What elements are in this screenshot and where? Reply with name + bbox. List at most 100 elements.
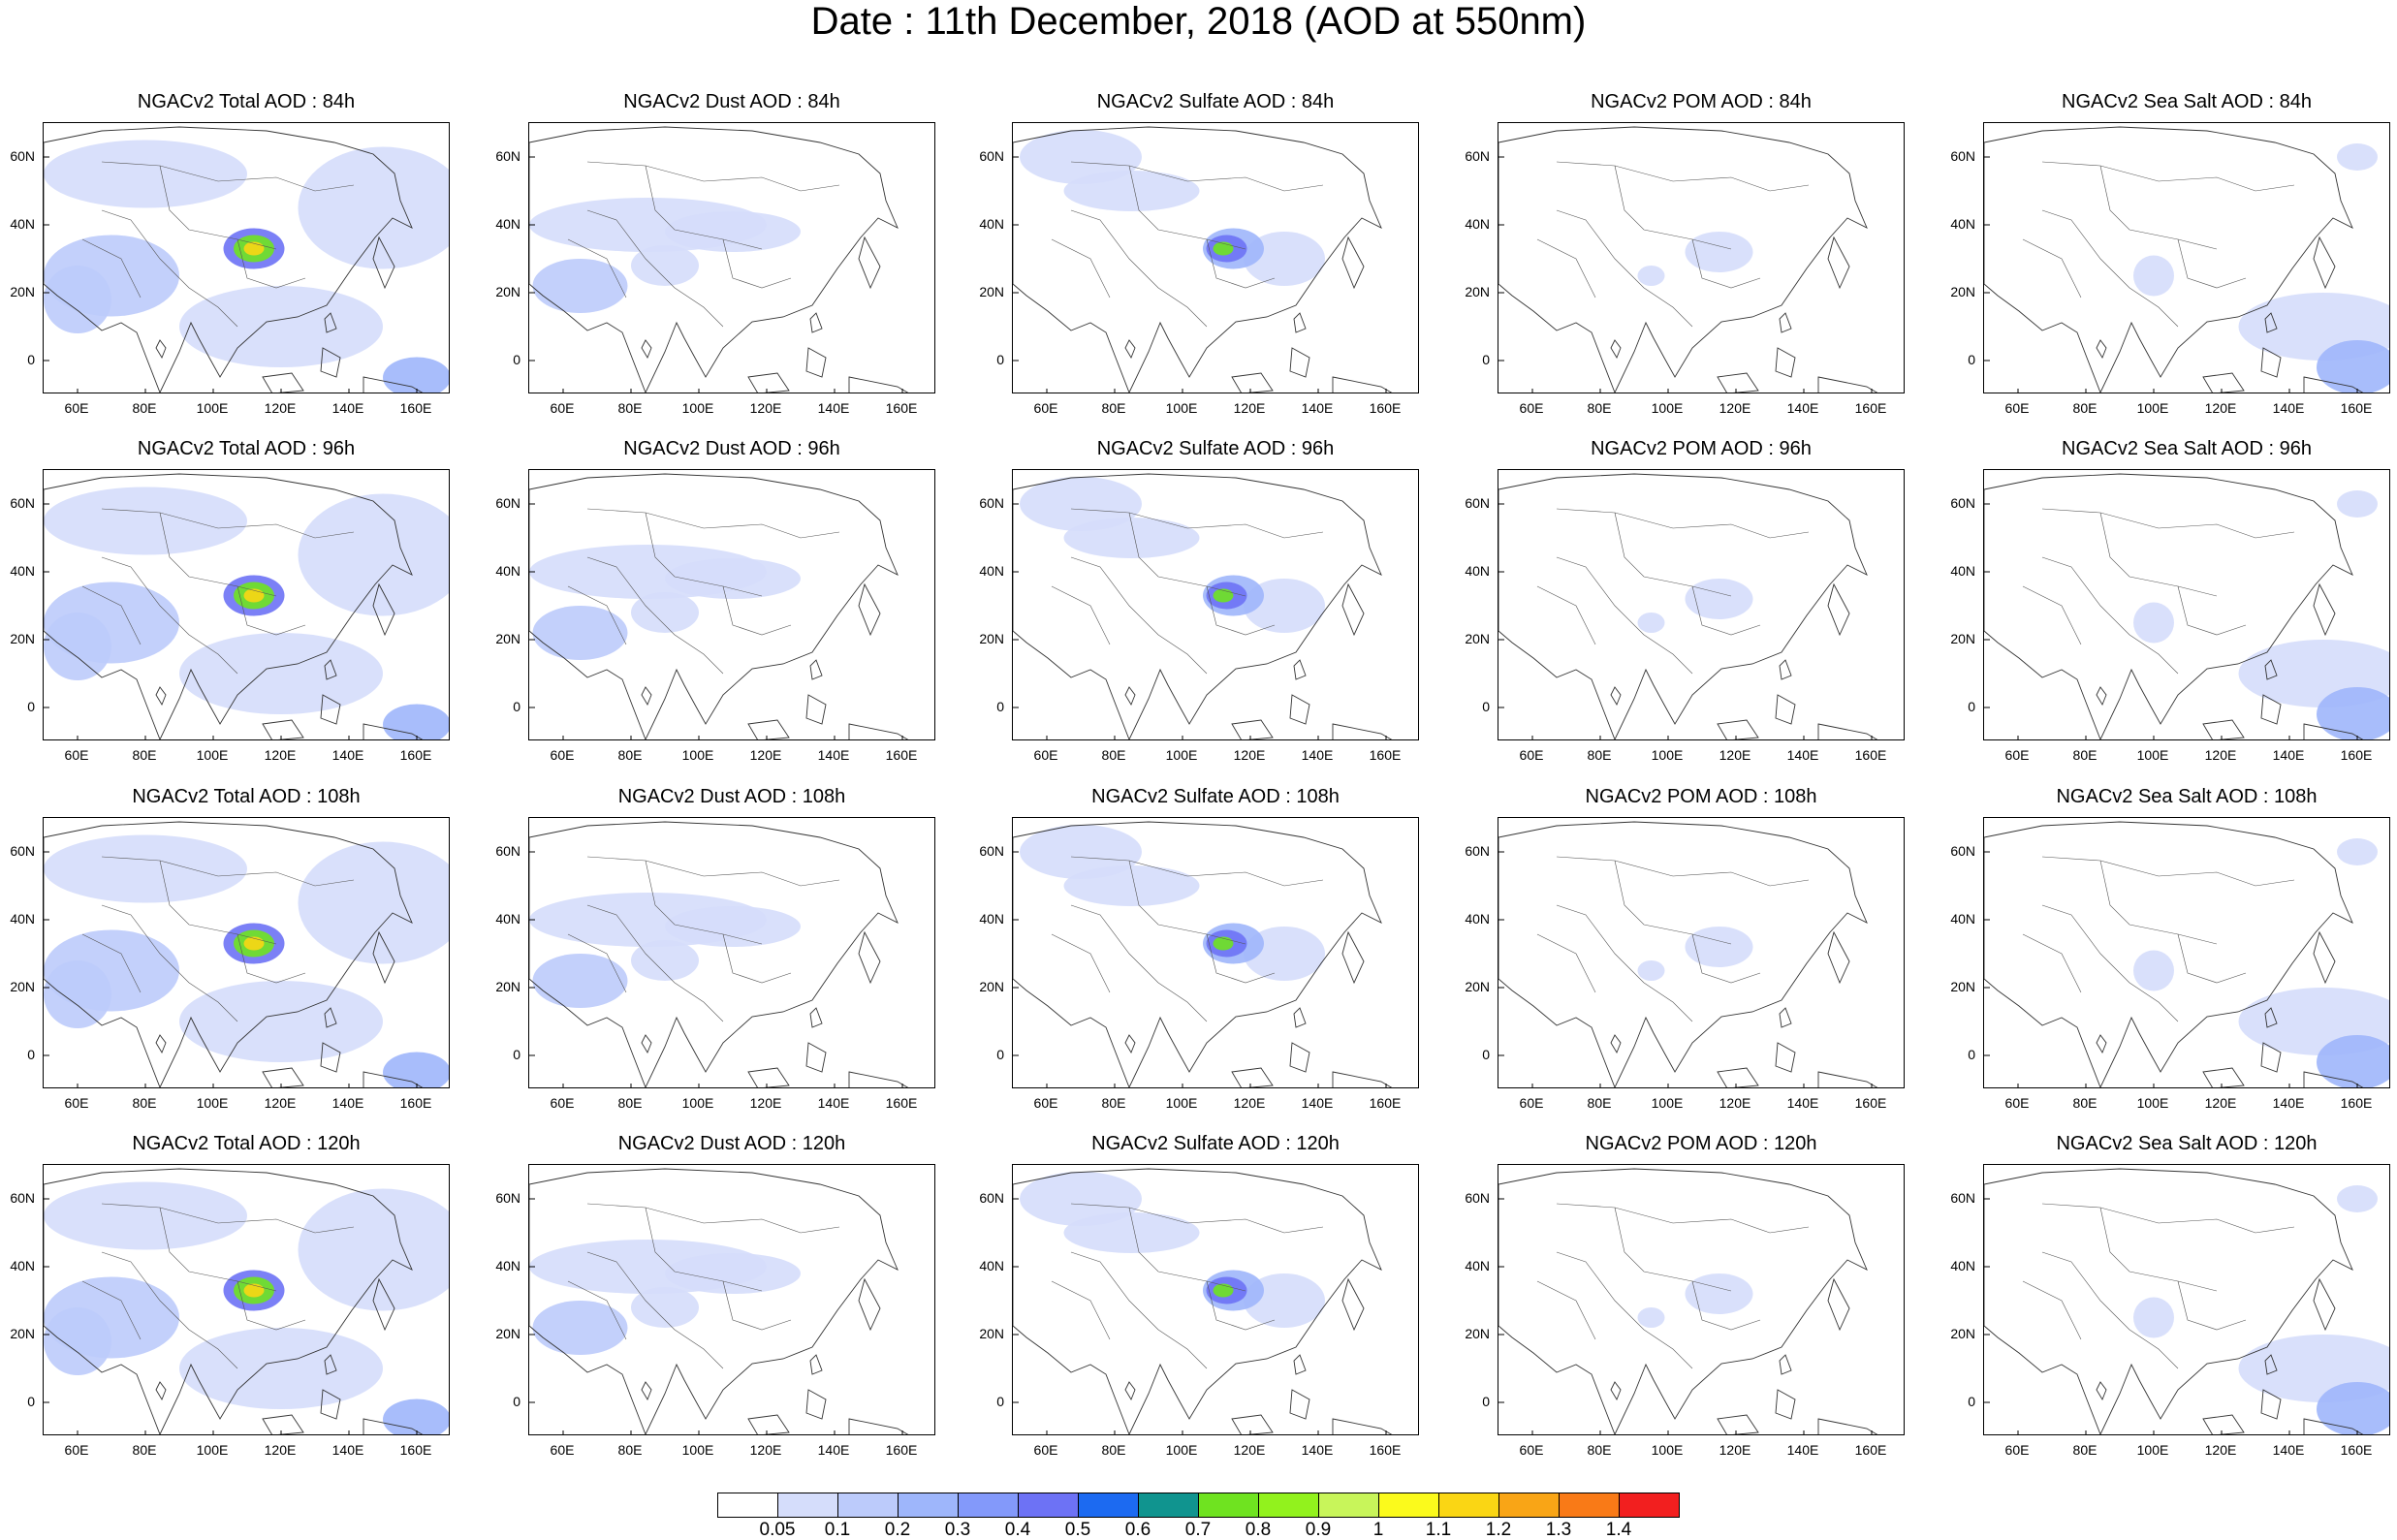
lon-tick-label: 120E [264, 1095, 297, 1111]
aod-region [631, 940, 699, 981]
lat-tick-label: 60N [10, 148, 35, 164]
country-border [2022, 238, 2082, 299]
lon-tick-label: 140E [1301, 1442, 1334, 1458]
country-border [674, 982, 724, 1022]
aod-region [383, 357, 449, 393]
lon-tick-label: 60E [1033, 747, 1058, 763]
coastline [858, 930, 881, 985]
country-border [645, 165, 763, 250]
lon-tick-label: 100E [681, 1442, 714, 1458]
coastline [529, 1168, 899, 1434]
lat-tick-label: 60N [495, 495, 520, 511]
lon-tick-label: 100E [1651, 1095, 1684, 1111]
map-panel: NGACv2 Dust AOD : 108h 60N 40N 20N 0 60E 80E 10… [486, 780, 951, 1117]
lon-tick-label: 140E [2272, 1442, 2305, 1458]
country-border [586, 856, 840, 887]
coastline [858, 236, 881, 290]
aod-region [631, 245, 699, 286]
lon-tick-label: 140E [1301, 1095, 1334, 1111]
lat-tick-label: 40N [10, 911, 35, 927]
lon-tick-label: 60E [550, 747, 575, 763]
colorbar-swatch [1498, 1493, 1560, 1518]
colorbar-swatch [1559, 1493, 1620, 1518]
coastline [2260, 694, 2282, 725]
lon-tick-label: 60E [550, 400, 575, 416]
country-border [188, 1329, 238, 1369]
aod-map [1013, 821, 1393, 1087]
coastline [1775, 1389, 1796, 1420]
lon-tick-label: 60E [1033, 1095, 1058, 1111]
country-border [722, 933, 792, 984]
aod-region [2317, 1035, 2389, 1087]
lat-tick-label: 0 [27, 352, 35, 367]
coastline [1498, 126, 1868, 393]
country-border [586, 1203, 840, 1234]
aod-map [44, 473, 449, 739]
aod-map [1984, 126, 2389, 393]
lat-tick-label: 40N [10, 1258, 35, 1273]
country-border [1206, 585, 1276, 636]
lon-tick-label: 60E [2004, 1095, 2030, 1111]
aod-region [2317, 340, 2389, 393]
aod-region [532, 1301, 628, 1355]
coastline [262, 719, 304, 739]
coastline [1332, 723, 1393, 739]
lon-tick-label: 140E [331, 400, 364, 416]
aod-region [665, 906, 801, 947]
country-border [1070, 1203, 1324, 1234]
aod-region [532, 259, 628, 313]
aod-region [665, 211, 801, 252]
coastline [1498, 1168, 1868, 1434]
country-border [237, 1280, 306, 1331]
panel-title: NGACv2 Total AOD : 108h [132, 786, 361, 807]
lat-tick-label: 20N [495, 1326, 520, 1341]
coastline [1610, 1381, 1622, 1401]
lon-tick-label: 100E [196, 1442, 229, 1458]
lat-tick-label: 40N [495, 216, 520, 232]
country-border [101, 856, 355, 887]
map-frame [1498, 469, 1905, 740]
lat-tick-label: 40N [1950, 1258, 1975, 1273]
country-border [1070, 1251, 1159, 1331]
panel-title: NGACv2 Total AOD : 120h [132, 1133, 361, 1154]
aod-map [529, 126, 909, 393]
lon-tick-label: 80E [1101, 1442, 1126, 1458]
lat-tick-label: 20N [979, 284, 1004, 299]
lon-tick-label: 140E [817, 747, 850, 763]
coastline [1124, 339, 1136, 360]
lon-tick-label: 140E [1786, 1095, 1819, 1111]
lon-tick-label: 80E [1587, 400, 1612, 416]
country-border [1070, 209, 1159, 289]
aod-region [2133, 255, 2174, 297]
lon-tick-label: 140E [1786, 400, 1819, 416]
country-border [1070, 904, 1159, 984]
lon-tick-label: 160E [399, 400, 432, 416]
coastline [1717, 1067, 1759, 1087]
panel-title: NGACv2 Sea Salt AOD : 120h [2056, 1133, 2318, 1154]
panel-title: NGACv2 Dust AOD : 120h [617, 1133, 846, 1154]
lon-tick-label: 160E [2340, 747, 2373, 763]
lat-tick-label: 20N [495, 631, 520, 646]
map-frame [1983, 1164, 2390, 1435]
coastline [529, 821, 899, 1087]
coastline [2096, 1381, 2107, 1401]
lon-tick-label: 80E [2072, 747, 2097, 763]
country-border [1051, 933, 1111, 993]
aod-region [44, 266, 111, 333]
lon-tick-label: 80E [132, 400, 157, 416]
lon-tick-label: 160E [2340, 1442, 2373, 1458]
coastline [2260, 1042, 2282, 1073]
lat-tick-label: 40N [495, 563, 520, 579]
panel-title: NGACv2 Sulfate AOD : 96h [1096, 438, 1335, 459]
panel-title: NGACv2 Total AOD : 96h [137, 438, 356, 459]
country-border [2041, 556, 2130, 636]
country-border [2099, 165, 2218, 250]
lat-tick-label: 20N [10, 631, 35, 646]
aod-region [2133, 602, 2174, 644]
country-border [2177, 1280, 2247, 1331]
aod-region [2317, 1382, 2389, 1434]
country-border [567, 933, 627, 993]
aod-region [44, 140, 247, 208]
lon-tick-label: 60E [64, 1442, 89, 1458]
aod-region [631, 592, 699, 633]
